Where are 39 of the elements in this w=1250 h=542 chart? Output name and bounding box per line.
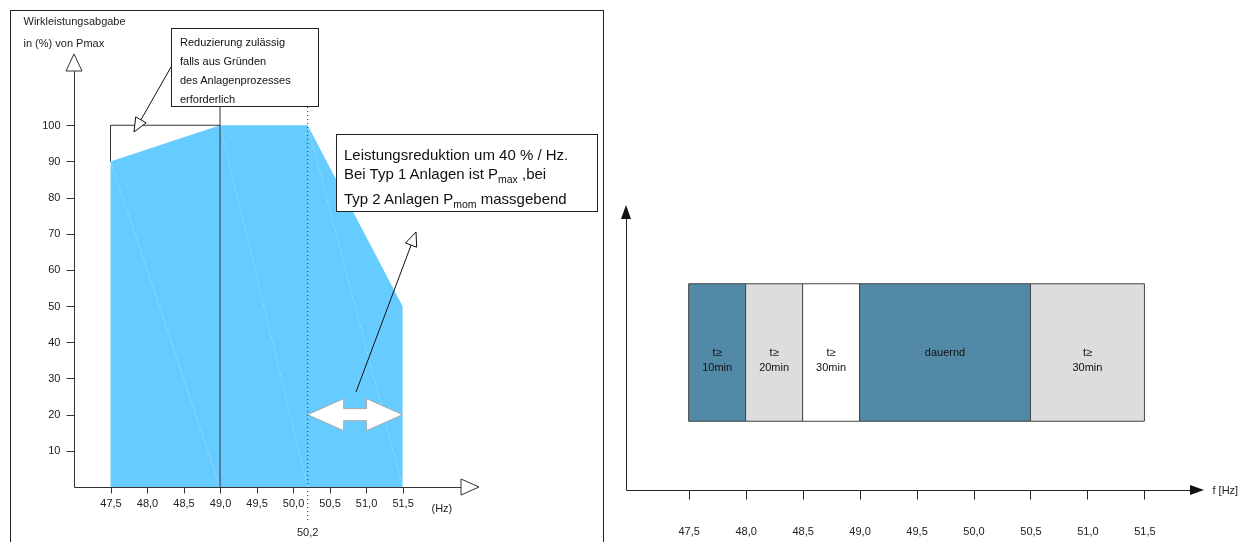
annotation: t≥ 30min [1072, 345, 1103, 373]
x-tick-label: 51,5 [392, 496, 414, 509]
y-tick-label: 100 [42, 118, 61, 131]
x-tick-label: 51,5 [1134, 524, 1156, 537]
x-tick-label: 48,0 [136, 496, 159, 509]
x-tick-label: 49,5 [246, 496, 268, 509]
x-tick-label: 49,0 [209, 496, 232, 509]
x-tick-label: 50,0 [963, 524, 985, 537]
x-axis-title: (Hz) [431, 501, 453, 514]
annotation: t≥ 20min [759, 345, 790, 373]
x-tick-label: 51,0 [355, 496, 378, 509]
y-tick-label: 30 [48, 371, 61, 384]
x-tick-label: 50,0 [282, 496, 305, 509]
x-tick-label: 50,5 [319, 496, 341, 509]
x-tick-label: 50,5 [1020, 524, 1042, 537]
y-tick-label: 40 [48, 335, 61, 348]
text-box: Reduzierung zulässig falls aus Gründen des Anlagenprozesses erforderlich [171, 28, 319, 107]
ref-line-label: 50,2 [296, 526, 319, 538]
x-tick-label: 48,5 [792, 524, 814, 537]
x-tick-label: 47,5 [100, 496, 122, 509]
x-tick-label: 51,0 [1077, 524, 1099, 537]
x-tick-label: 48,5 [173, 496, 195, 509]
y-tick-label: 50 [48, 299, 61, 312]
x-tick-label: 49,5 [906, 524, 928, 537]
x-axis-title: f [Hz] [1212, 483, 1239, 496]
annotation: t≥ 10min [702, 345, 733, 373]
text-box: Leistungsreduktion um 40 % / Hz. Bei Typ 1 Anlagen ist P$_{max}$ ,bei Typ 2 Anlagen P$_{mom}$ massgebend [336, 134, 598, 212]
y-tick-label: 90 [48, 154, 61, 167]
y-axis-title: Wirkleistungsabgabe in (%) von Pmax [23, 14, 126, 49]
x-tick-label: 47,5 [678, 524, 700, 537]
y-tick-label: 80 [48, 191, 61, 204]
x-tick-label: 49,0 [849, 524, 871, 537]
y-tick-label: 10 [48, 444, 61, 457]
annotation: t≥ 30min [816, 345, 847, 373]
x-tick-label: 48,0 [735, 524, 757, 537]
y-tick-label: 20 [48, 408, 61, 421]
y-tick-label: 70 [48, 227, 61, 240]
annotation: dauernd [924, 345, 966, 358]
y-tick-label: 60 [48, 263, 61, 276]
